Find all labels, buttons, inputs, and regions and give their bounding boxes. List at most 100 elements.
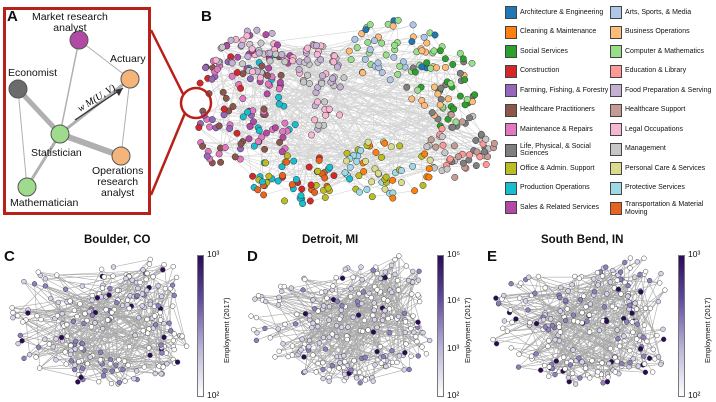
panel-a-edge (59, 39, 80, 135)
panel-a-network: w M(U, V) (8, 30, 140, 197)
city-edge (81, 359, 174, 378)
panel-b-node (249, 172, 257, 180)
city-node (566, 379, 572, 385)
legend-label: Computer & Mathematics (625, 47, 704, 55)
panel-b-node (389, 176, 397, 184)
panel-b-node (428, 109, 436, 117)
panel-b-node (378, 39, 386, 47)
city-node (569, 370, 576, 376)
city-node (21, 278, 27, 285)
city-node (614, 358, 620, 365)
city-node (33, 354, 39, 360)
city-node (586, 329, 593, 335)
panel-a-node (50, 124, 70, 144)
city-node (144, 316, 150, 323)
panel-b-node (254, 138, 262, 146)
city-node (655, 298, 662, 305)
panel-b-node (426, 156, 434, 164)
panel-a-edge (78, 39, 131, 80)
city-node (160, 267, 166, 273)
city-node (650, 346, 656, 353)
city-node (139, 303, 145, 309)
panel-b-letter: B (201, 8, 212, 25)
panel-b-node (374, 169, 382, 177)
panel-b-node (275, 100, 283, 108)
legend-label: Legal Occupations (625, 125, 683, 133)
panel-b-node (418, 47, 426, 55)
city-node (101, 274, 107, 280)
city-node (615, 286, 622, 292)
city-node (171, 331, 177, 337)
city-node (562, 366, 568, 372)
city-node (567, 362, 573, 368)
city-node (627, 347, 633, 354)
panel-b-node (281, 197, 288, 205)
legend-item: Healthcare Practitioners (505, 103, 610, 117)
legend-item: Sales & Related Services (505, 201, 610, 214)
city-node (31, 281, 38, 287)
city-node (606, 360, 612, 367)
panel-b-node (363, 186, 371, 193)
city-node (570, 347, 576, 353)
city-node (159, 293, 165, 300)
city-node (35, 269, 41, 275)
legend-item: Transportation & Material Moving (610, 201, 715, 216)
city-node (591, 289, 598, 295)
city-node (54, 313, 61, 319)
panel-b-node (275, 93, 283, 101)
legend-item: Protective Services (610, 181, 715, 195)
legend-item: Production Operations (505, 181, 610, 195)
panel-b-node (246, 122, 254, 130)
panel-b-node (231, 153, 239, 161)
panel-b-node (403, 83, 411, 91)
panel-b-node (451, 173, 459, 181)
panel-b-edge (238, 84, 452, 128)
legend-label: Protective Services (625, 184, 685, 192)
panel-b-node (366, 21, 374, 29)
city-node (19, 338, 25, 344)
panel-b-edge (316, 145, 455, 186)
panel-b-node (227, 36, 235, 44)
panel-b-node (263, 90, 271, 98)
city-node (647, 305, 653, 311)
city-edge (118, 282, 137, 291)
city-edge (23, 281, 96, 313)
panel-b-node (408, 38, 416, 46)
panel-b-node (490, 139, 498, 147)
panel-b-node (283, 158, 291, 166)
legend-swatch (610, 123, 622, 136)
panel-b-node (456, 69, 464, 77)
panel-b-node (272, 50, 280, 58)
panel-b-node (419, 181, 427, 189)
city-node (98, 349, 104, 355)
city-edge (115, 364, 126, 382)
panel-b-node (459, 55, 467, 63)
city-node (621, 333, 627, 339)
city-edge (101, 269, 137, 297)
panel-b-node (427, 64, 435, 72)
city-node (579, 310, 585, 316)
panel-b-node (477, 130, 485, 138)
city-node (599, 360, 605, 366)
city-node (94, 295, 101, 301)
city-node (500, 325, 506, 331)
city-node (513, 316, 519, 322)
panel-b-node (239, 60, 247, 68)
city-node (157, 317, 164, 323)
panel-b-node (378, 69, 386, 76)
city-node (552, 371, 558, 378)
panel-b-node (229, 103, 237, 110)
panel-b-node (423, 39, 431, 47)
city-node (660, 326, 666, 332)
legend-label: Management (625, 145, 666, 153)
city-node (114, 300, 120, 306)
city-node (183, 343, 190, 349)
city-node (173, 274, 180, 281)
legend-item: Computer & Mathematics (610, 45, 715, 58)
south-bend-colorbar-label: Employment (2017) (703, 297, 712, 363)
city-node (134, 292, 140, 299)
city-node (179, 333, 185, 339)
legend-label: Construction (520, 67, 560, 75)
panel-a-node (120, 69, 140, 89)
city-node (630, 356, 636, 362)
